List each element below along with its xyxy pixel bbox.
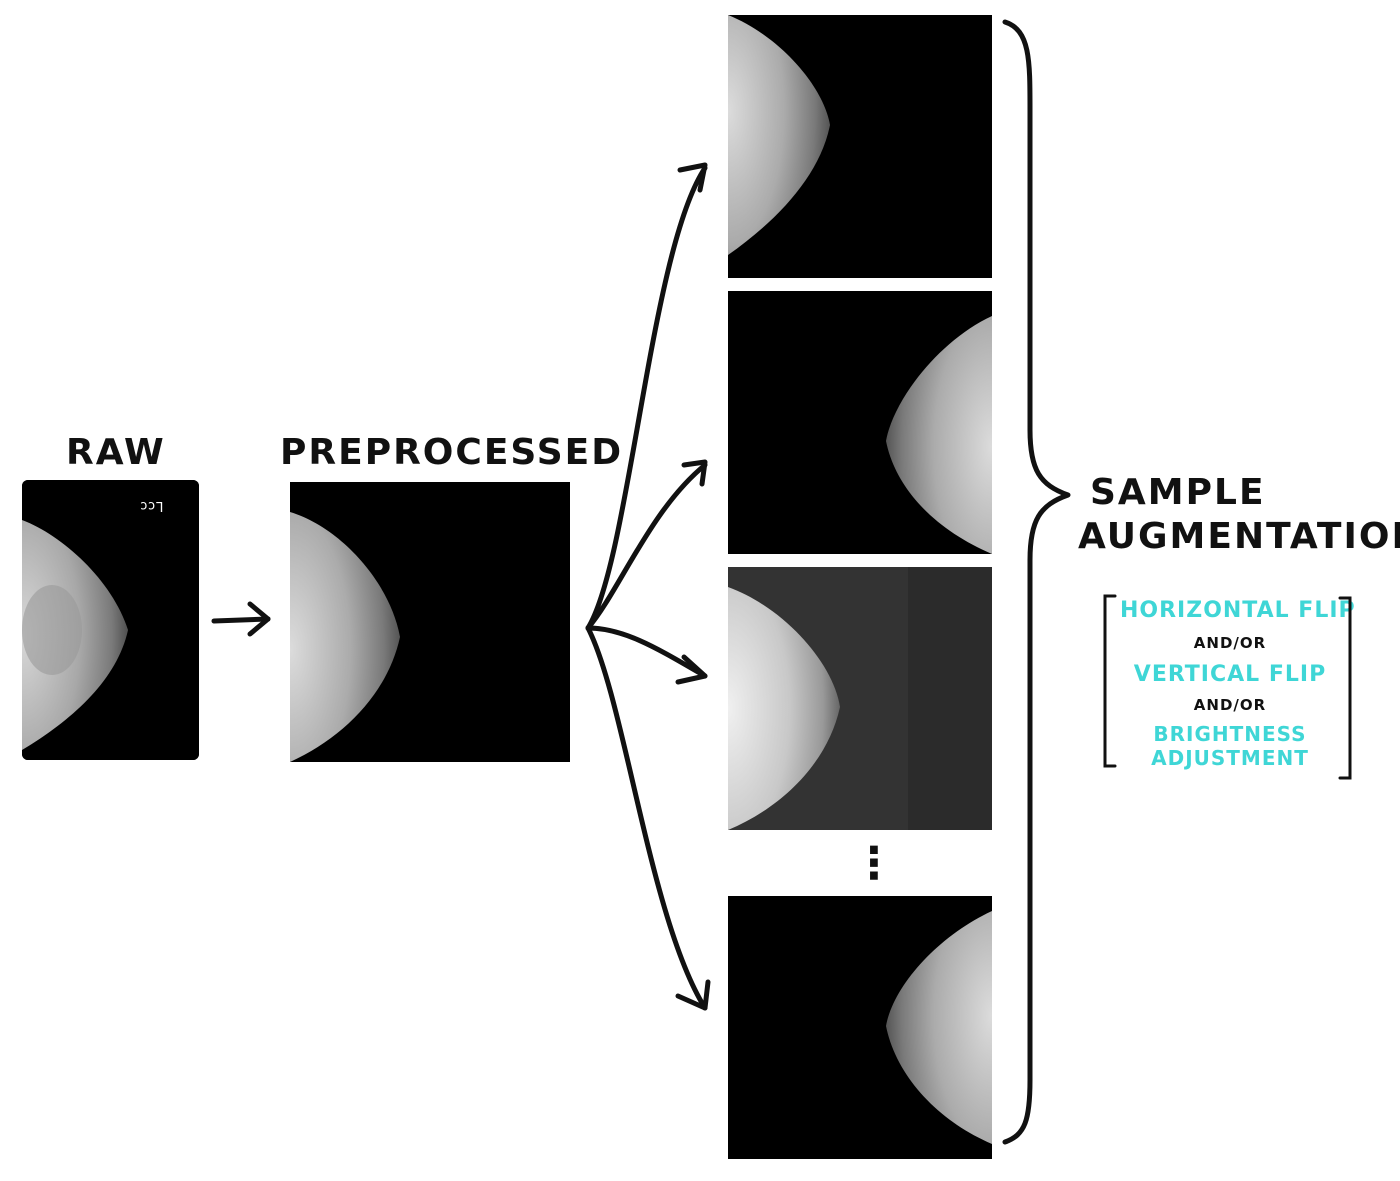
preprocessed-mammogram-image	[290, 482, 570, 762]
more-samples-ellipsis: ⋮	[852, 838, 896, 889]
arrow-to-sample-2	[585, 462, 708, 631]
raw-mammogram-image: Lcc	[22, 480, 199, 760]
arrowhead-raw-to-preprocessed	[247, 601, 271, 637]
arrowhead-sample-2	[681, 459, 708, 487]
augmented-sample-2-horizontal-flip	[728, 291, 992, 554]
option-brightness-line1: BRIGHTNESS	[1153, 722, 1307, 746]
options-left-bracket	[1103, 594, 1117, 768]
sample-augmentations-title-line2: AUGMENTATIONS	[1078, 516, 1400, 557]
connector-and-or-2: AND/OR	[1193, 696, 1267, 714]
option-vertical-flip: VERTICAL FLIP	[1133, 662, 1327, 687]
arrow-to-sample-3	[585, 625, 708, 679]
option-brightness-line2: ADJUSTMENT	[1151, 746, 1309, 770]
sample-augmentations-title-line1: SAMPLE	[1090, 472, 1266, 513]
arrowhead-sample-1	[677, 162, 708, 193]
preprocessed-label: PREPROCESSED	[280, 432, 624, 473]
arrow-raw-to-preprocessed	[211, 616, 271, 624]
augmented-sample-3-brightness	[728, 567, 992, 830]
augmentations-curly-brace	[1002, 19, 1071, 1145]
arrow-to-sample-1	[585, 165, 708, 631]
options-right-bracket	[1338, 596, 1352, 780]
augmented-sample-4-flipped	[728, 896, 992, 1159]
arrow-to-sample-4	[585, 625, 708, 1011]
connector-and-or-1: AND/OR	[1193, 634, 1267, 652]
raw-label: RAW	[66, 432, 166, 473]
arrowhead-sample-3	[675, 654, 708, 685]
augmented-sample-1	[728, 15, 992, 278]
arrowhead-sample-4	[675, 979, 711, 1011]
option-horizontal-flip: HORIZONTAL FLIP	[1120, 598, 1356, 623]
